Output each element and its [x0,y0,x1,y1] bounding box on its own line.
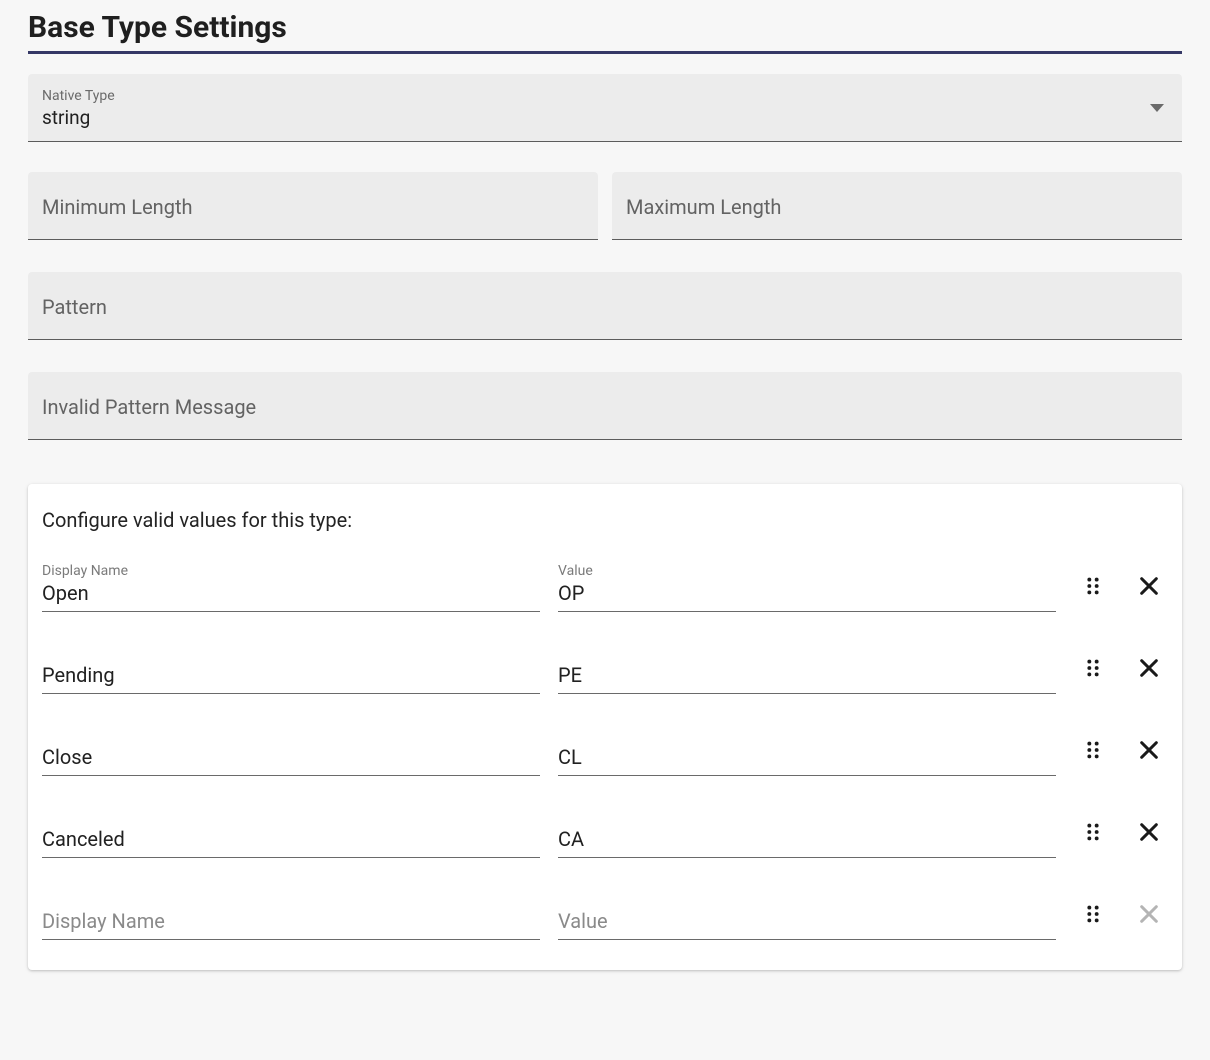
valid-value-row: Display NameOpen ValueOP [42,560,1168,612]
native-type-select[interactable]: Native Type string [28,74,1182,142]
drag-handle-icon[interactable] [1074,575,1112,597]
delete-row-icon[interactable] [1130,821,1168,843]
delete-row-icon[interactable] [1130,739,1168,761]
delete-row-icon [1130,903,1168,925]
value-input[interactable]: PE [558,642,1056,694]
valid-value-row: Canceled CA [42,806,1168,858]
display-name-input[interactable]: Close [42,724,540,776]
invalid-pattern-message-input[interactable]: Invalid Pattern Message [28,372,1182,440]
maximum-length-input[interactable]: Maximum Length [612,172,1182,240]
display-name-value: Pending [42,663,540,687]
dropdown-caret-icon [1150,104,1164,112]
display-name-placeholder: Display Name [42,909,540,933]
page-title: Base Type Settings [28,10,1182,45]
value-value: CL [558,745,1056,769]
display-name-value: Close [42,745,540,769]
drag-handle-icon[interactable] [1074,739,1112,761]
valid-value-row: Close CL [42,724,1168,776]
value-label: Value [558,563,1056,580]
drag-handle-icon[interactable] [1074,657,1112,679]
drag-handle-icon[interactable] [1074,821,1112,843]
display-name-value: Open [42,581,540,605]
display-name-input[interactable]: Canceled [42,806,540,858]
value-input[interactable]: Value [558,888,1056,940]
title-divider [28,51,1182,54]
value-value: CA [558,827,1056,851]
value-value: OP [558,581,1056,605]
native-type-label: Native Type [42,88,1168,105]
display-name-input[interactable]: Pending [42,642,540,694]
maximum-length-label: Maximum Length [626,195,1168,219]
valid-value-row: Pending PE [42,642,1168,694]
display-name-label: Display Name [42,563,540,580]
display-name-input[interactable]: Display Name [42,888,540,940]
delete-row-icon[interactable] [1130,575,1168,597]
value-input[interactable]: CA [558,806,1056,858]
minimum-length-label: Minimum Length [42,195,584,219]
value-value: PE [558,663,1056,687]
pattern-input[interactable]: Pattern [28,272,1182,340]
pattern-label: Pattern [42,295,1168,319]
valid-values-panel: Configure valid values for this type: Di… [28,484,1182,970]
value-input[interactable]: CL [558,724,1056,776]
value-input[interactable]: ValueOP [558,560,1056,612]
drag-handle-icon[interactable] [1074,903,1112,925]
native-type-value: string [42,106,1168,129]
display-name-value: Canceled [42,827,540,851]
value-placeholder: Value [558,909,1056,933]
minimum-length-input[interactable]: Minimum Length [28,172,598,240]
display-name-input[interactable]: Display NameOpen [42,560,540,612]
valid-value-row: Display Name Value [42,888,1168,940]
valid-values-heading: Configure valid values for this type: [42,508,1168,532]
invalid-pattern-message-label: Invalid Pattern Message [42,395,1168,419]
delete-row-icon[interactable] [1130,657,1168,679]
